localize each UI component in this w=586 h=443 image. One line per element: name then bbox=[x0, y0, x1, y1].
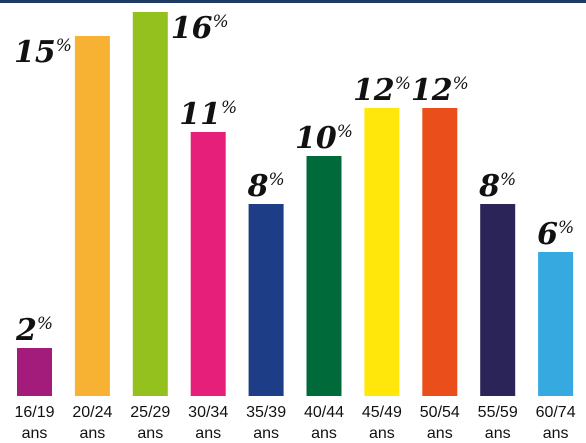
value-number-8: 8 bbox=[478, 169, 500, 204]
category-unit-3: ans bbox=[195, 425, 221, 442]
value-label-6: 12% bbox=[353, 73, 411, 108]
category-unit-4: ans bbox=[253, 425, 279, 442]
percent-sign-4: % bbox=[268, 170, 284, 190]
value-number-3: 11 bbox=[179, 97, 221, 132]
category-unit-8: ans bbox=[485, 425, 511, 442]
percent-sign-0: % bbox=[37, 314, 53, 334]
value-label-9: 6% bbox=[537, 217, 574, 252]
bar-1 bbox=[74, 36, 110, 396]
value-label-5: 10% bbox=[295, 121, 353, 156]
value-number-7: 12 bbox=[411, 73, 453, 108]
bar-4 bbox=[248, 204, 284, 396]
bar-9 bbox=[538, 252, 574, 396]
category-unit-9: ans bbox=[543, 425, 569, 442]
category-label-5: 40/44 bbox=[304, 404, 344, 421]
bar-0 bbox=[17, 348, 52, 396]
category-label-8: 55/59 bbox=[478, 404, 518, 421]
value-label-8: 8% bbox=[478, 169, 516, 204]
percent-sign-7: % bbox=[453, 74, 469, 94]
bar-5 bbox=[306, 156, 342, 396]
percent-sign-5: % bbox=[337, 122, 353, 142]
value-number-0: 2 bbox=[15, 313, 37, 348]
top-rule bbox=[0, 0, 586, 3]
percent-sign-1: % bbox=[56, 36, 72, 56]
value-labels-group: 2%15% 16%11%8%10%12% 12%8%6% bbox=[14, 11, 574, 348]
category-unit-6: ans bbox=[369, 425, 395, 442]
value-label-7: 12% bbox=[411, 73, 469, 108]
bar-6 bbox=[364, 108, 400, 396]
bars-group bbox=[17, 12, 574, 396]
percent-sign-8: % bbox=[500, 170, 516, 190]
value-number-9: 6 bbox=[537, 217, 558, 252]
category-label-3: 30/34 bbox=[188, 404, 228, 421]
category-label-9: 60/74 bbox=[536, 404, 576, 421]
category-label-2: 25/29 bbox=[130, 404, 170, 421]
category-unit-5: ans bbox=[311, 425, 337, 442]
percent-sign-3: % bbox=[221, 98, 237, 118]
bar-2 bbox=[132, 12, 168, 396]
category-label-4: 35/39 bbox=[246, 404, 286, 421]
category-label-1: 20/24 bbox=[72, 404, 112, 421]
category-unit-2: ans bbox=[137, 425, 163, 442]
category-label-0: 16/19 bbox=[14, 404, 54, 421]
bar-8 bbox=[480, 204, 516, 396]
category-label-6: 45/49 bbox=[362, 404, 402, 421]
category-unit-7: ans bbox=[427, 425, 453, 442]
category-unit-1: ans bbox=[80, 425, 106, 442]
value-number-5: 10 bbox=[295, 121, 337, 156]
value-number-1: 15 bbox=[14, 35, 56, 70]
value-label-3: 11% bbox=[179, 97, 237, 132]
category-labels-group: 16/19 ans 20/24 ans 25/29 ans 30/34 ans 35/39 ans… bbox=[14, 404, 575, 442]
value-label-0: 2% bbox=[15, 313, 53, 348]
value-label-4: 8% bbox=[247, 169, 285, 204]
bar-7 bbox=[422, 108, 458, 396]
percent-sign-2: % bbox=[213, 12, 229, 32]
value-label-1: 15% bbox=[14, 35, 72, 70]
value-number-6: 12 bbox=[353, 73, 395, 108]
percent-sign-6: % bbox=[395, 74, 411, 94]
category-label-7: 50/54 bbox=[420, 404, 460, 421]
value-number-2: 16 bbox=[171, 11, 213, 46]
bar-3 bbox=[190, 132, 226, 396]
value-number-4: 8 bbox=[247, 169, 269, 204]
value-label-2: 16% bbox=[171, 11, 229, 46]
percent-sign-9: % bbox=[558, 218, 574, 238]
category-unit-0: ans bbox=[22, 425, 48, 442]
